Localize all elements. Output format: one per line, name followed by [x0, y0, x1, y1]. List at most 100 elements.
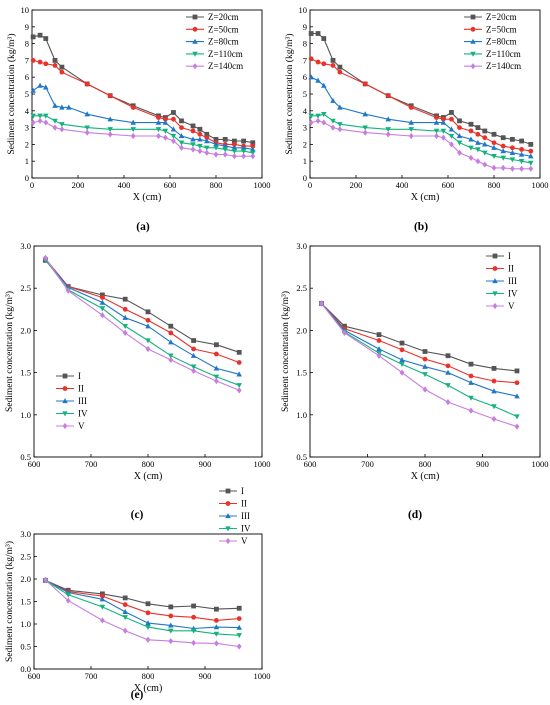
data-point [213, 631, 220, 637]
data-point [445, 353, 451, 359]
data-point [315, 59, 321, 65]
data-point [191, 603, 196, 609]
x-tick-label: 600 [28, 459, 41, 469]
data-point [449, 141, 454, 148]
data-point [330, 124, 336, 131]
series-iii [318, 300, 520, 399]
legend-label: V [78, 421, 85, 431]
data-point [59, 69, 65, 75]
x-tick-label: 400 [118, 180, 131, 190]
series-line [44, 258, 240, 364]
x-axis-label: X (cm) [134, 683, 163, 694]
data-point [155, 119, 162, 125]
data-point [190, 364, 197, 370]
legend-label: IV [508, 289, 518, 299]
data-point [448, 126, 455, 132]
y-tick-label: 1.0 [296, 410, 307, 420]
data-point [399, 347, 405, 353]
data-point [236, 349, 242, 355]
data-point [213, 624, 220, 630]
legend: Z=20cm Z=50cm Z=80cm Z=110cm Z=140cm [464, 12, 521, 71]
data-point [330, 58, 336, 63]
data-point [342, 323, 347, 329]
series-line [32, 59, 253, 147]
legend-label: I [78, 371, 81, 381]
data-point [491, 415, 497, 423]
data-point [236, 360, 242, 365]
data-point [65, 287, 71, 294]
data-point [456, 133, 463, 139]
data-point [168, 613, 174, 619]
data-point [52, 102, 58, 108]
y-tick-label: 1.5 [20, 597, 31, 607]
data-point [385, 116, 391, 122]
data-point [100, 312, 105, 319]
data-point [204, 145, 210, 151]
x-tick-label: 700 [85, 671, 98, 681]
data-point [337, 64, 343, 70]
data-point [399, 369, 405, 376]
y-tick-label: 1.0 [20, 619, 31, 629]
data-point [190, 128, 196, 134]
data-point [214, 377, 219, 385]
x-tick-label: 800 [210, 180, 223, 190]
data-point [59, 122, 65, 128]
data-point [236, 643, 242, 650]
data-point [214, 640, 219, 647]
series-line [32, 120, 253, 157]
data-point [509, 149, 516, 155]
data-point [240, 148, 247, 154]
data-point [399, 340, 405, 346]
data-point [440, 128, 447, 134]
data-point [457, 125, 462, 130]
data-point [449, 110, 454, 115]
data-point [145, 338, 151, 344]
y-tick-label: 6 [25, 72, 29, 82]
data-point [399, 362, 405, 368]
data-point [163, 134, 168, 141]
data-point [222, 147, 228, 153]
y-axis-label: Sediment concentration (kg/m³) [284, 33, 295, 154]
series-z-50cm [30, 58, 256, 149]
data-point [500, 155, 506, 161]
y-tick-label: 1.0 [20, 410, 31, 420]
data-point [52, 124, 58, 131]
data-point [213, 145, 219, 151]
x-axis-label: X (cm) [411, 192, 440, 203]
series-iv [42, 578, 242, 639]
y-tick-label: 2.5 [296, 283, 307, 293]
data-point [337, 122, 343, 128]
data-point [122, 627, 128, 634]
data-point [145, 323, 151, 329]
y-axis-label: Sediment concentration (kg/m³) [280, 291, 291, 412]
legend-marker [470, 14, 476, 20]
data-point [197, 131, 203, 137]
y-tick-label: 1.5 [20, 368, 31, 378]
legend-label: Z=110cm [486, 49, 521, 59]
data-point [122, 329, 128, 337]
x-tick-label: 600 [28, 671, 41, 681]
data-point [100, 617, 105, 624]
data-point [168, 628, 174, 634]
data-point [482, 150, 488, 156]
series-i [43, 577, 242, 612]
data-point [528, 153, 534, 159]
panel-e: 600 700 800 900 1000 0.0 0.5 1.0 1.5 2.0 2.5 3.0 X (… [4, 486, 271, 701]
data-point [491, 388, 497, 394]
x-tick-label: 1000 [532, 459, 549, 469]
data-point [422, 372, 428, 378]
legend: Z=20cm Z=50cm Z=80cm Z=110cm Z=140cm [186, 12, 243, 71]
y-tick-label: 3 [25, 123, 29, 133]
y-tick-label: 0 [303, 173, 307, 183]
data-point [179, 118, 184, 124]
data-point [422, 386, 428, 393]
data-point [30, 58, 36, 63]
legend-marker [192, 51, 198, 57]
x-tick-label: 600 [442, 180, 455, 190]
legend-label: Z=110cm [208, 49, 243, 59]
data-point [145, 636, 151, 643]
data-point [191, 614, 197, 620]
legend-label: I [241, 486, 244, 496]
y-tick-label: 10 [299, 5, 308, 15]
legend-marker [62, 373, 68, 379]
